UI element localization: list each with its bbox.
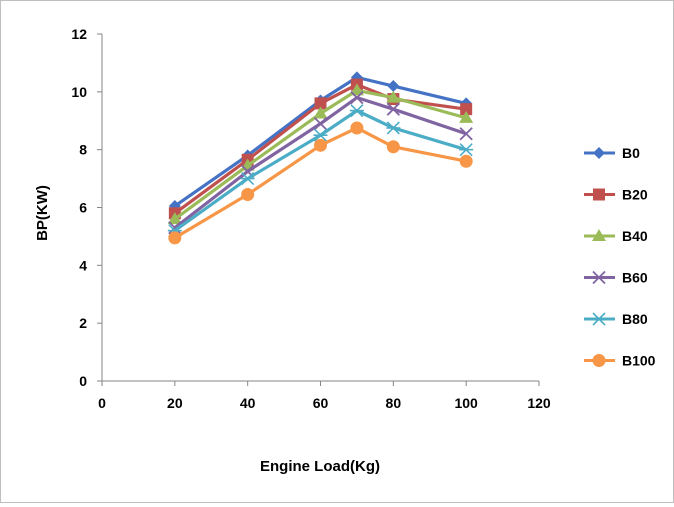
data-point-b60	[459, 127, 473, 141]
legend-item-b100: B100	[584, 353, 656, 369]
marker-stroke	[168, 221, 182, 235]
legend-label: B60	[622, 270, 648, 286]
data-point-b40	[459, 110, 474, 123]
legend-item-b60: B60	[584, 270, 648, 286]
legend-item-b80: B80	[584, 311, 648, 327]
legend-marker	[592, 354, 606, 367]
series-line-b60	[173, 96, 467, 230]
marker-stroke	[313, 117, 328, 131]
marker-stroke	[459, 127, 473, 141]
data-point-b80	[349, 104, 364, 118]
y-tick-label: 10	[71, 84, 87, 100]
x-tick-label: 0	[98, 395, 106, 411]
x-tick-label: 20	[167, 395, 183, 411]
data-point-b40	[313, 106, 328, 119]
legend-marker	[593, 188, 605, 201]
y-tick-label: 2	[79, 315, 87, 331]
legend-label: B100	[622, 353, 656, 369]
series-b60	[168, 90, 473, 235]
legend-item-b20: B20	[584, 187, 648, 203]
data-point-b40	[386, 90, 401, 103]
x-tick-label: 80	[386, 395, 402, 411]
data-point-b20	[460, 103, 473, 116]
x-tick-label: 100	[454, 395, 478, 411]
y-tick-label: 12	[71, 26, 87, 42]
y-tick-label: 4	[79, 257, 87, 273]
data-point-b100	[386, 140, 400, 154]
data-point-b80	[313, 128, 328, 142]
data-point-b100	[314, 138, 327, 152]
y-tick-label: 0	[79, 373, 87, 389]
data-point-b40	[349, 83, 364, 96]
legend-marker	[592, 229, 606, 241]
series-group	[167, 71, 474, 245]
x-axis-title: Engine Load(Kg)	[260, 458, 380, 475]
marker-stroke	[592, 270, 606, 285]
legend-marker	[592, 270, 606, 285]
data-point-b60	[386, 102, 400, 116]
legend-label: B80	[622, 311, 648, 327]
data-point-b80	[386, 121, 401, 135]
data-point-b60	[313, 117, 328, 131]
x-tick-label: 120	[527, 395, 551, 411]
data-point-b100	[350, 121, 364, 135]
legend-label: B40	[622, 228, 648, 244]
y-tick-label: 6	[79, 200, 87, 216]
marker-stroke	[350, 90, 364, 105]
legend-item-b40: B40	[584, 228, 648, 244]
series-line-b0	[173, 75, 467, 208]
data-point-b60	[168, 221, 182, 235]
legend-marker	[592, 312, 606, 326]
legend-label: B20	[622, 187, 648, 203]
data-point-b100	[459, 154, 473, 168]
legend-label: B0	[622, 145, 640, 161]
data-point-b100	[241, 187, 255, 201]
data-point-b100	[168, 231, 182, 245]
y-tick-label: 8	[79, 142, 87, 158]
series-line-b80	[173, 109, 467, 232]
data-point-b80	[240, 172, 255, 186]
data-point-b20	[314, 97, 327, 110]
y-axis-title: BP(KW)	[34, 185, 51, 241]
x-tick-label: 60	[313, 395, 329, 411]
legend-item-b0: B0	[584, 145, 640, 161]
series-line-b100	[174, 126, 467, 240]
marker-stroke	[386, 102, 400, 116]
data-point-b60	[350, 90, 364, 105]
series-b100	[168, 121, 473, 245]
x-tick-label: 40	[240, 395, 256, 411]
legend-marker	[593, 147, 605, 159]
series-line-b40	[173, 88, 467, 221]
data-point-b0	[387, 80, 400, 93]
data-point-b80	[459, 143, 474, 157]
legend: B0 B20 B40 B60 B80 B100	[584, 145, 656, 369]
data-point-b40	[167, 212, 182, 225]
